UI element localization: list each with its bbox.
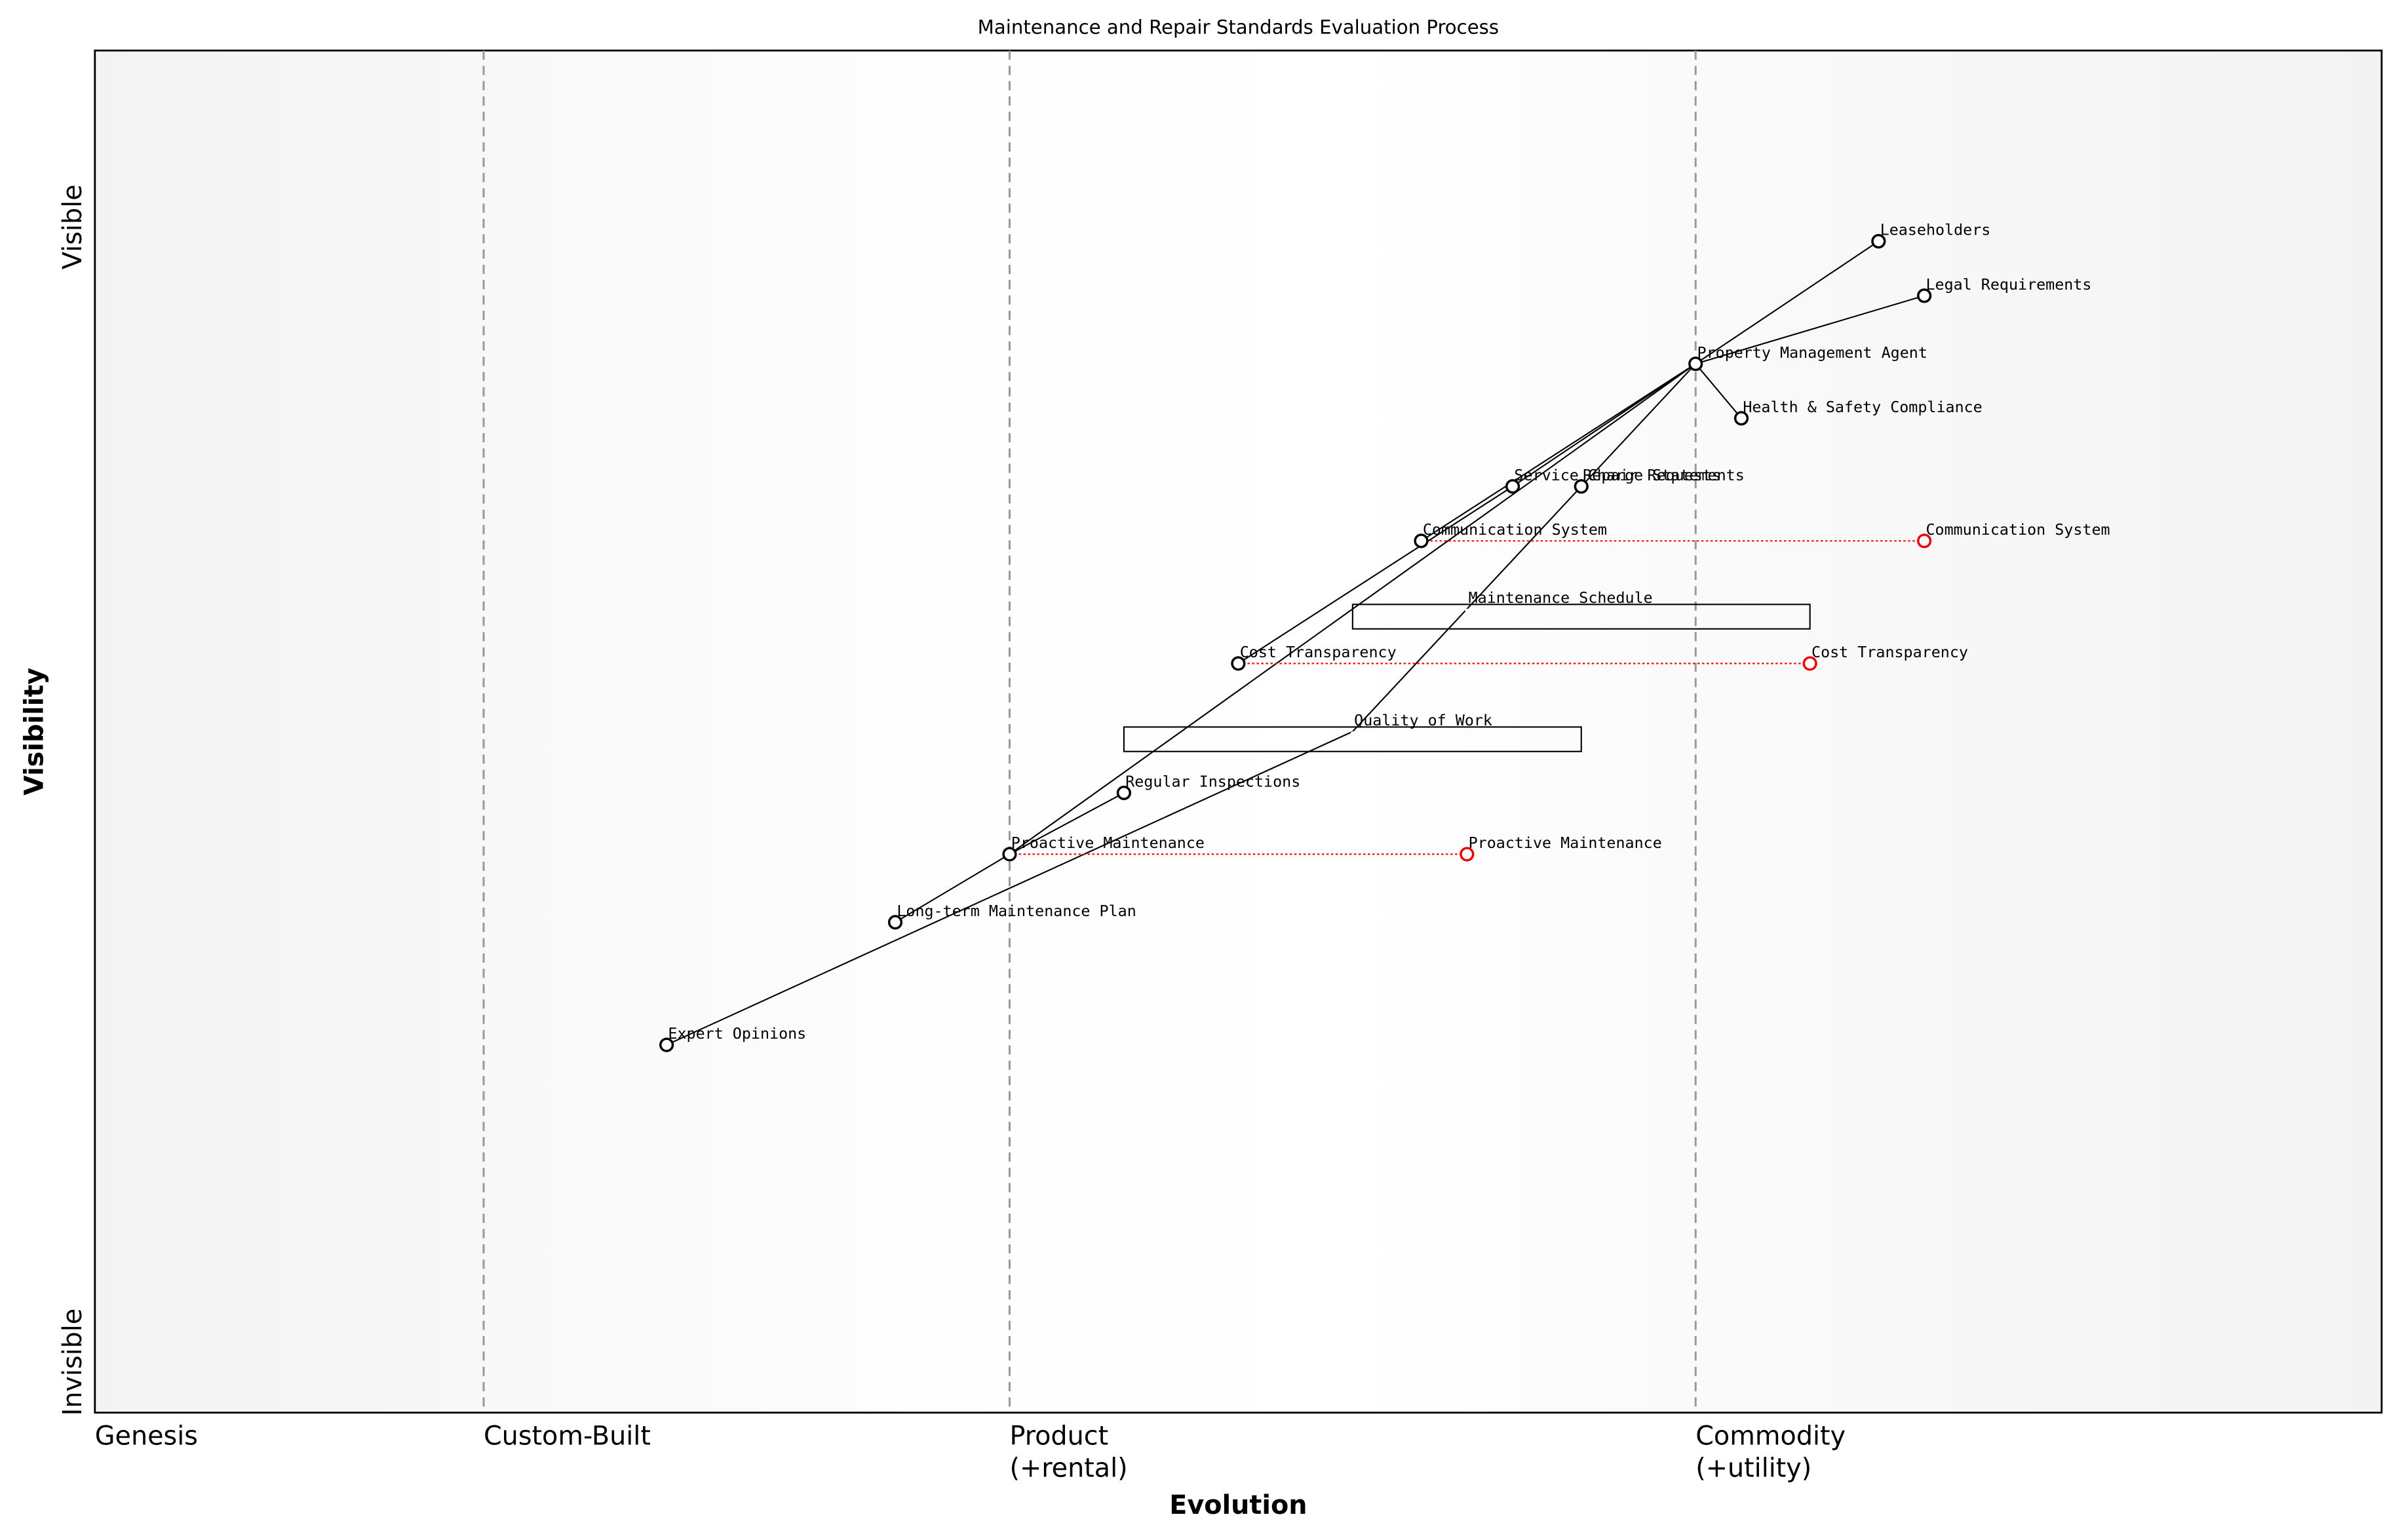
evolved-label: Communication System [1926, 520, 2110, 539]
node-label: Regular Inspections [1125, 773, 1300, 791]
y-bottom-label: Invisible [58, 1309, 88, 1416]
y-top-label: Visible [58, 184, 88, 269]
node-label: Long-term Maintenance Plan [897, 902, 1136, 920]
link [1580, 363, 1696, 487]
node [887, 915, 903, 930]
link [666, 731, 1353, 1046]
stage-label: Commodity [1695, 1421, 1846, 1452]
node [1465, 608, 1469, 613]
stage-label: Custom-Built [484, 1421, 651, 1452]
node-label: Expert Opinions [668, 1024, 806, 1043]
node [659, 1037, 674, 1052]
stage-label: (+utility) [1695, 1453, 1811, 1484]
node-label: Communication System [1423, 520, 1607, 539]
link [1009, 792, 1125, 855]
evolved-node [1802, 656, 1817, 671]
node [1688, 356, 1703, 372]
node-label: Maintenance Schedule [1469, 588, 1653, 607]
evolved-label: Proactive Maintenance [1469, 834, 1662, 852]
link [1420, 363, 1696, 542]
node [1917, 288, 1932, 303]
node-label: Proactive Maintenance [1011, 834, 1205, 852]
link [1695, 241, 1879, 365]
node [1351, 731, 1355, 735]
node-label: Health & Safety Compliance [1743, 398, 1982, 416]
map-layer: Genesis Custom-Built Product(+rental) Commo… [95, 50, 2110, 1484]
node-label: Service Charge Statements [1514, 466, 1744, 484]
link [895, 853, 1011, 923]
node [1574, 479, 1589, 494]
x-axis-label: Evolution [1169, 1490, 1307, 1520]
stage-label: (+rental) [1009, 1453, 1127, 1484]
node-label: Leaseholders [1880, 221, 1991, 239]
node [1414, 533, 1429, 549]
node [1871, 234, 1886, 249]
node-label: Property Management Agent [1697, 343, 1927, 362]
pipeline [1123, 726, 1582, 752]
stage-label: Product [1009, 1421, 1108, 1452]
node [1733, 411, 1749, 426]
link [1237, 486, 1513, 664]
node-label: Cost Transparency [1240, 643, 1397, 661]
stage-label: Genesis [95, 1421, 198, 1452]
node [1002, 847, 1017, 862]
plot-area [94, 49, 2383, 1414]
title: Maintenance and Repair Standards Evaluat… [978, 16, 1499, 38]
node [1231, 656, 1246, 671]
evolved-node [1917, 533, 1932, 549]
link [1695, 363, 1742, 419]
y-axis-label: Visibility [19, 668, 49, 796]
link [1695, 295, 1925, 365]
node-label: Quality of Work [1354, 711, 1492, 729]
node-label: Legal Requirements [1926, 275, 2091, 294]
node [1116, 785, 1132, 801]
node-label: Repair Requests [1583, 466, 1721, 484]
evolved-node [1460, 847, 1475, 862]
pipeline [1351, 604, 1811, 630]
evolved-label: Cost Transparency [1811, 643, 1968, 661]
node [1505, 479, 1520, 494]
